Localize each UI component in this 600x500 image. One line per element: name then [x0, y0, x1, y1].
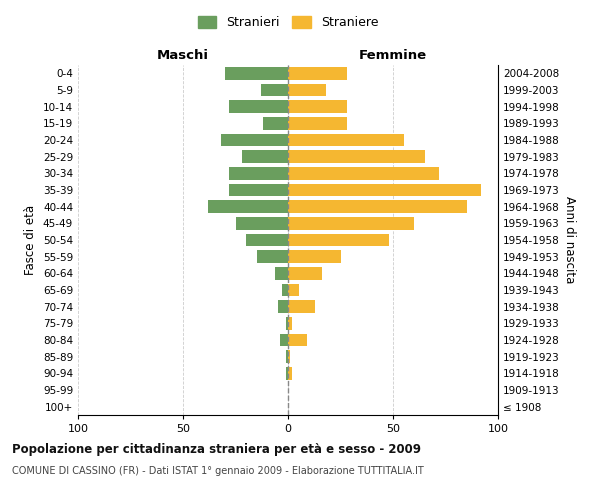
Bar [260, 84, 288, 96]
Text: Femmine: Femmine [359, 48, 427, 62]
Bar [288, 217, 414, 230]
Bar [229, 167, 288, 179]
Bar [286, 350, 288, 363]
Bar [286, 317, 288, 330]
Bar [225, 67, 288, 80]
Bar [288, 334, 307, 346]
Text: Maschi: Maschi [157, 48, 209, 62]
Bar [275, 267, 288, 280]
Y-axis label: Fasce di età: Fasce di età [25, 205, 37, 275]
Bar [288, 167, 439, 179]
Bar [288, 284, 299, 296]
Bar [221, 134, 288, 146]
Bar [280, 334, 288, 346]
Text: Popolazione per cittadinanza straniera per età e sesso - 2009: Popolazione per cittadinanza straniera p… [12, 442, 421, 456]
Bar [288, 117, 347, 130]
Bar [288, 234, 389, 246]
Bar [288, 84, 326, 96]
Bar [288, 317, 292, 330]
Bar [263, 117, 288, 130]
Text: COMUNE DI CASSINO (FR) - Dati ISTAT 1° gennaio 2009 - Elaborazione TUTTITALIA.IT: COMUNE DI CASSINO (FR) - Dati ISTAT 1° g… [12, 466, 424, 476]
Bar [229, 100, 288, 113]
Bar [288, 67, 347, 80]
Bar [246, 234, 288, 246]
Bar [288, 184, 481, 196]
Bar [208, 200, 288, 213]
Bar [288, 150, 425, 163]
Bar [288, 100, 347, 113]
Bar [288, 250, 341, 263]
Bar [282, 284, 288, 296]
Bar [286, 367, 288, 380]
Y-axis label: Anni di nascita: Anni di nascita [563, 196, 576, 284]
Bar [288, 134, 404, 146]
Bar [235, 217, 288, 230]
Bar [288, 267, 322, 280]
Bar [257, 250, 288, 263]
Bar [288, 300, 316, 313]
Bar [229, 184, 288, 196]
Bar [288, 200, 467, 213]
Bar [288, 350, 290, 363]
Bar [277, 300, 288, 313]
Bar [242, 150, 288, 163]
Legend: Stranieri, Straniere: Stranieri, Straniere [193, 11, 383, 34]
Bar [288, 367, 292, 380]
